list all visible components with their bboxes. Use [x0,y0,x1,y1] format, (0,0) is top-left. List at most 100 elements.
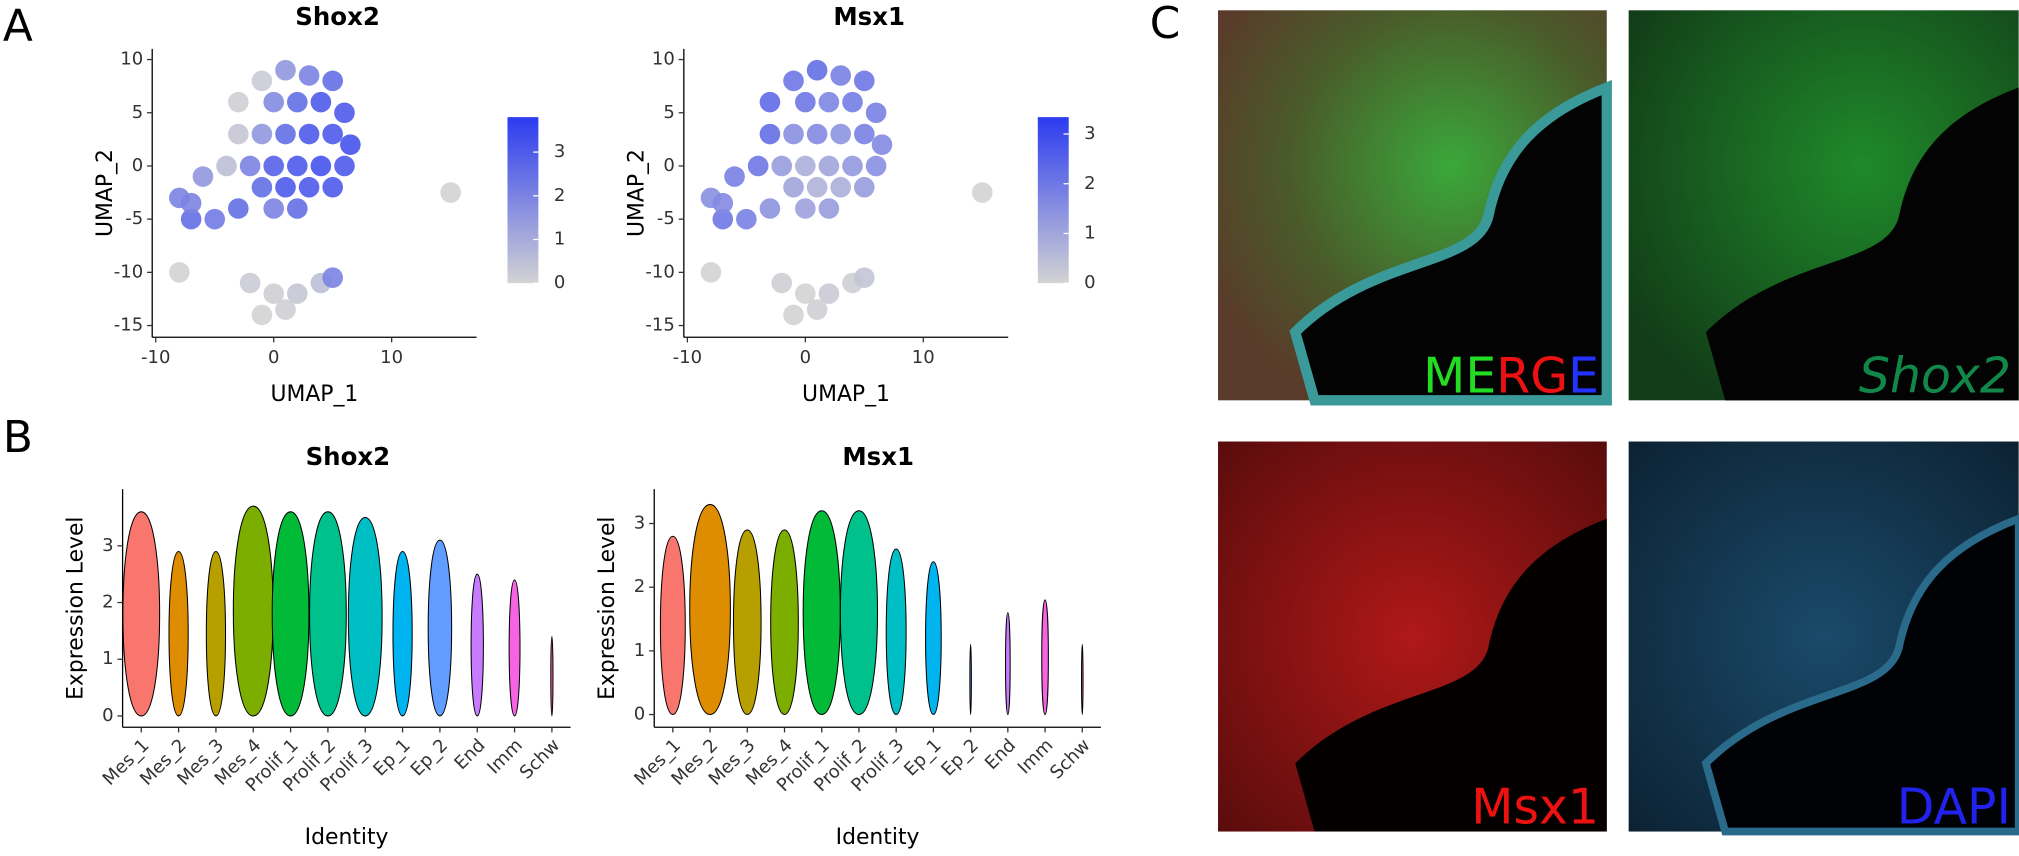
cell-point [783,123,804,145]
y-axis-label: UMAP_2 [624,149,649,237]
violin [733,529,762,716]
cell-point [759,198,781,219]
y-tick-label: 5 [132,102,143,123]
x-tick-label: Schw [1046,735,1094,783]
y-tick-label: 0 [132,155,143,176]
cell-point [871,134,893,155]
y-tick-label: -15 [645,315,674,336]
violin [122,511,161,717]
cell-point [310,91,332,113]
image-label: Shox2 [1859,347,2011,404]
cell-point [842,91,863,113]
cell-point [818,155,840,177]
violin [659,535,686,716]
micrograph-panels [1218,10,2019,836]
cell-point [771,272,793,294]
y-tick-label: -10 [114,261,143,282]
cell-point [440,182,461,203]
cell-point [228,91,249,113]
image-label: MERGE [1423,347,1599,404]
cell-point [275,59,296,81]
x-tick-label: 10 [380,347,403,368]
violin [885,548,907,716]
cell-point [180,208,202,230]
label-part: DAPI [1897,778,2011,835]
image-label: DAPI [1897,778,2011,835]
cell-point [747,155,769,177]
y-tick-label: 2 [102,592,113,613]
cell-point [251,123,273,145]
y-tick-label: 10 [120,49,143,70]
x-tick-label: 10 [912,347,935,368]
violin [770,529,799,716]
micrograph [1218,10,1612,406]
chart-title: Shox2 [295,2,380,31]
y-tick-label: 0 [663,155,674,176]
y-tick-label: 5 [663,102,674,123]
cell-point [842,155,863,177]
x-tick-label: -10 [673,347,702,368]
x-tick-label: 0 [268,347,279,368]
cell-point [263,155,285,177]
cell-point [228,123,249,145]
cell-point [287,91,308,113]
cell-point [169,262,190,283]
cell-point [275,176,296,198]
colorbar-tick-label: 1 [554,228,565,249]
cell-point [287,283,308,304]
cell-point [287,198,308,219]
cell-point [298,123,320,145]
x-axis-label: UMAP_1 [802,382,890,407]
image-label: Msx1 [1471,778,1599,835]
violin [969,643,972,716]
cell-point [251,176,273,198]
cell-point [340,134,361,155]
cell-point [795,283,816,304]
x-tick-label: Ep_1 [369,735,414,780]
cell-point [830,123,852,145]
micrograph [1628,441,2019,836]
violin [1081,643,1084,716]
cell-point [228,198,249,219]
y-tick-label: 10 [652,49,675,70]
panel-label: C [1150,0,1181,49]
chart-title: Shox2 [306,442,391,471]
y-tick-label: 1 [102,648,113,669]
cell-point [818,198,840,219]
chart-title: Msx1 [833,2,905,31]
cell-point [192,166,214,187]
y-tick-label: 2 [634,576,645,597]
cell-point [865,155,887,177]
cell-point [298,176,320,198]
y-tick-label: 1 [634,640,645,661]
violin [347,516,383,717]
violin [1005,612,1011,716]
cell-point [865,102,887,124]
colorbar-tick-label: 2 [554,185,565,206]
cell-point [275,299,296,320]
violin [232,505,274,717]
y-axis-label: UMAP_2 [93,149,118,237]
cell-point [806,299,828,320]
colorbar-tick-label: 2 [1084,173,1095,194]
cell-point [322,123,343,145]
violin [925,561,942,716]
violin [802,510,841,716]
cell-point [818,283,840,304]
x-tick-label: End [450,735,489,774]
cell-point [759,91,781,113]
cell-point [830,65,852,86]
cell-point [783,70,804,92]
y-axis-label: Expression Level [595,516,620,699]
y-tick-label: -5 [657,208,675,229]
panel-label: A [3,0,33,51]
cell-point [724,166,745,187]
colorbar [507,117,539,284]
violin [271,511,310,717]
cell-point [771,155,793,177]
cell-point [310,155,332,177]
cell-point [712,208,734,230]
cell-point [180,192,202,214]
cell-point [239,272,261,294]
y-tick-label: 0 [102,705,113,726]
